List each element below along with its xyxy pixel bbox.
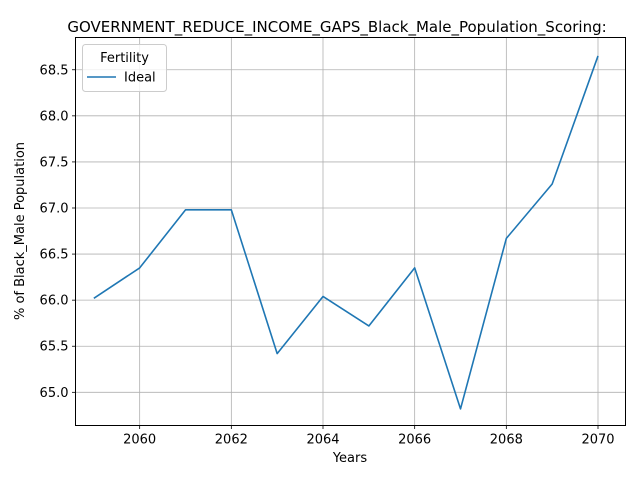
x-tick-label: 2062	[215, 433, 248, 448]
y-tick-label: 66.5	[40, 248, 69, 263]
legend: Fertility Ideal	[82, 44, 167, 92]
y-tick-label: 65.0	[40, 386, 69, 401]
y-tick-label: 67.0	[40, 201, 69, 216]
y-axis-label: % of Black_Male Population	[13, 142, 28, 320]
chart-title: GOVERNMENT_REDUCE_INCOME_GAPS_Black_Male…	[67, 18, 606, 37]
y-tick-label: 68.0	[40, 109, 69, 124]
legend-entry-label: Ideal	[124, 71, 156, 86]
x-tick-label: 2066	[398, 433, 431, 448]
grid-lines	[75, 37, 626, 426]
y-tick-label: 67.5	[40, 155, 69, 170]
x-tick-label: 2060	[123, 433, 156, 448]
legend-box	[82, 44, 167, 92]
x-tick-label: 2064	[306, 433, 339, 448]
x-tick-label: 2070	[581, 433, 614, 448]
y-axis-ticks: 65.0 65.5 66.0 66.5 67.0 67.5 68.0 68.5	[40, 63, 76, 401]
series-lines	[93, 55, 599, 410]
x-tick-label: 2068	[490, 433, 523, 448]
legend-title: Fertility	[100, 51, 149, 66]
x-axis-label: Years	[332, 451, 368, 466]
y-tick-label: 65.5	[40, 340, 69, 355]
y-tick-label: 68.5	[40, 63, 69, 78]
y-tick-label: 66.0	[40, 294, 69, 309]
plot-frame	[75, 37, 626, 426]
x-axis-ticks: 2060 2062 2064 2066 2068 2070	[123, 425, 615, 448]
series-line-ideal	[93, 55, 599, 410]
